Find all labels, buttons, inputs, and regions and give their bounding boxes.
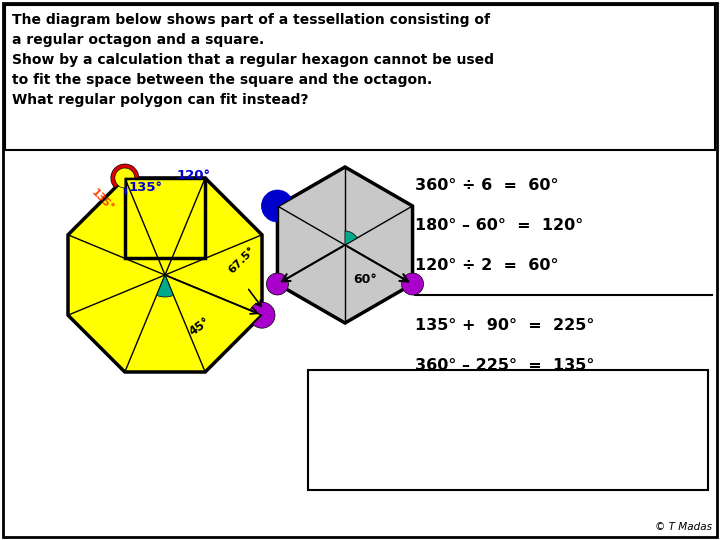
Bar xyxy=(5,5,715,150)
Text: 120° ÷ 2  =  60°: 120° ÷ 2 = 60° xyxy=(415,258,559,273)
Text: The angle between the square and the
octagon is 135° while the interior angle of: The angle between the square and the oct… xyxy=(315,378,611,447)
Text: 135° +  90°  =  225°: 135° + 90° = 225° xyxy=(415,318,595,333)
Wedge shape xyxy=(250,302,275,328)
Text: © T Madas: © T Madas xyxy=(655,522,712,532)
Wedge shape xyxy=(266,273,289,295)
Wedge shape xyxy=(125,178,127,194)
Polygon shape xyxy=(277,167,413,323)
Text: 60°: 60° xyxy=(353,273,377,286)
Polygon shape xyxy=(125,178,205,258)
Text: 180° – 60°  =  120°: 180° – 60° = 120° xyxy=(415,218,583,233)
Text: 360° – 225°  =  135°: 360° – 225° = 135° xyxy=(415,357,595,373)
Wedge shape xyxy=(345,231,357,245)
Wedge shape xyxy=(156,275,174,297)
Text: 135°: 135° xyxy=(90,187,116,213)
Text: 120°: 120° xyxy=(177,170,211,183)
Wedge shape xyxy=(114,168,135,188)
Bar xyxy=(308,370,708,490)
Text: 67.5°: 67.5° xyxy=(227,245,258,275)
Polygon shape xyxy=(68,178,262,372)
Wedge shape xyxy=(261,190,292,222)
Wedge shape xyxy=(402,273,423,295)
Wedge shape xyxy=(111,164,139,188)
Text: The diagram below shows part of a tessellation consisting of
a regular octagon a: The diagram below shows part of a tessel… xyxy=(12,13,494,107)
Text: 135°: 135° xyxy=(129,181,163,194)
Text: 45°: 45° xyxy=(187,315,212,339)
Text: 360° ÷ 6  =  60°: 360° ÷ 6 = 60° xyxy=(415,178,559,192)
